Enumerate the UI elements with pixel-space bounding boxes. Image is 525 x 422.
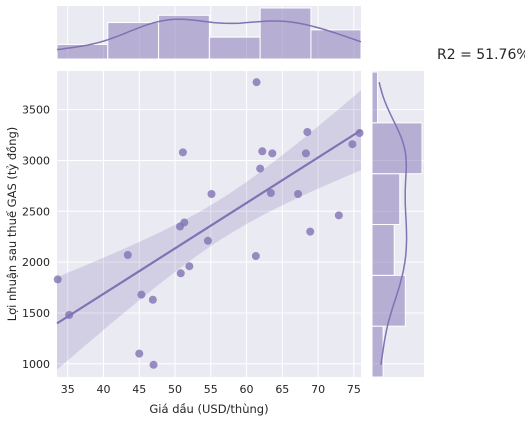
y-tick-labels: 1000 1500 2000 2500 3000 3500 [22,104,50,371]
scatter-point [256,164,265,173]
top-marginal-histogram [56,7,362,60]
y-axis-label: Lợi nhuận sau thuế GAS (tỷ đồng) [5,127,19,322]
x-tick-label: 70 [311,383,325,396]
top-hist-bar [107,22,160,60]
x-tick-label: 65 [275,383,289,396]
x-tick-label: 45 [132,383,146,396]
x-tick-label: 55 [204,383,218,396]
scatter-point [258,147,267,156]
scatter-point [334,211,343,220]
scatter-point [266,188,275,197]
x-tick-label: 50 [168,383,182,396]
scatter-point [301,149,310,158]
scatter-point [348,140,357,149]
scatter-point [148,295,157,304]
x-tick-label: 75 [347,383,361,396]
right-hist-bar [371,122,423,175]
scatter-point [268,149,277,158]
scatter-point [294,190,303,199]
scatter-point [303,127,312,136]
y-tick-label: 2000 [22,256,50,269]
scatter-point [207,190,216,199]
right-hist-bar [371,71,379,124]
scatter-point [123,251,132,260]
scatter-point [137,290,146,299]
top-marginal-kde [56,18,362,51]
r-squared-annotation: R2 = 51.76% [437,47,525,63]
top-hist-bar [158,14,210,60]
regression-line [56,129,362,325]
right-hist-bar [371,224,395,276]
scatter-point [251,252,260,261]
scatter-point [178,148,187,157]
scatter-point [203,236,212,245]
scatter-point [355,129,364,138]
scatter-point [149,360,158,369]
x-axis-label: Giá dầu (USD/thùng) [149,402,268,416]
main-plot-area [57,71,361,377]
scatter-point [306,227,315,236]
y-tick-label: 2500 [22,205,50,218]
y-tick-label: 3000 [22,154,50,167]
regression-confidence-band [57,90,361,370]
y-tick-label: 3500 [22,104,50,117]
top-hist-bar [310,29,362,60]
scatter-points [53,78,364,369]
right-hist-bar [371,173,401,226]
scatter-point [135,349,144,358]
scatter-point [176,269,185,278]
scatter-point [53,275,62,284]
x-tick-label: 40 [96,383,110,396]
top-hist-bar [259,7,312,60]
right-marginal-histogram [371,71,423,378]
scatter-point [185,262,194,271]
x-tick-labels: 35 40 45 50 55 60 65 70 75 [61,383,361,396]
main-grid [57,71,361,377]
y-tick-label: 1500 [22,307,50,320]
right-hist-bar [371,325,384,378]
x-tick-label: 60 [240,383,254,396]
right-marginal-kde [378,82,408,365]
scatter-point [180,218,189,227]
scatter-point [252,78,261,87]
x-tick-label: 35 [61,383,75,396]
y-tick-label: 1000 [22,358,50,371]
top-hist-bar [208,36,261,60]
